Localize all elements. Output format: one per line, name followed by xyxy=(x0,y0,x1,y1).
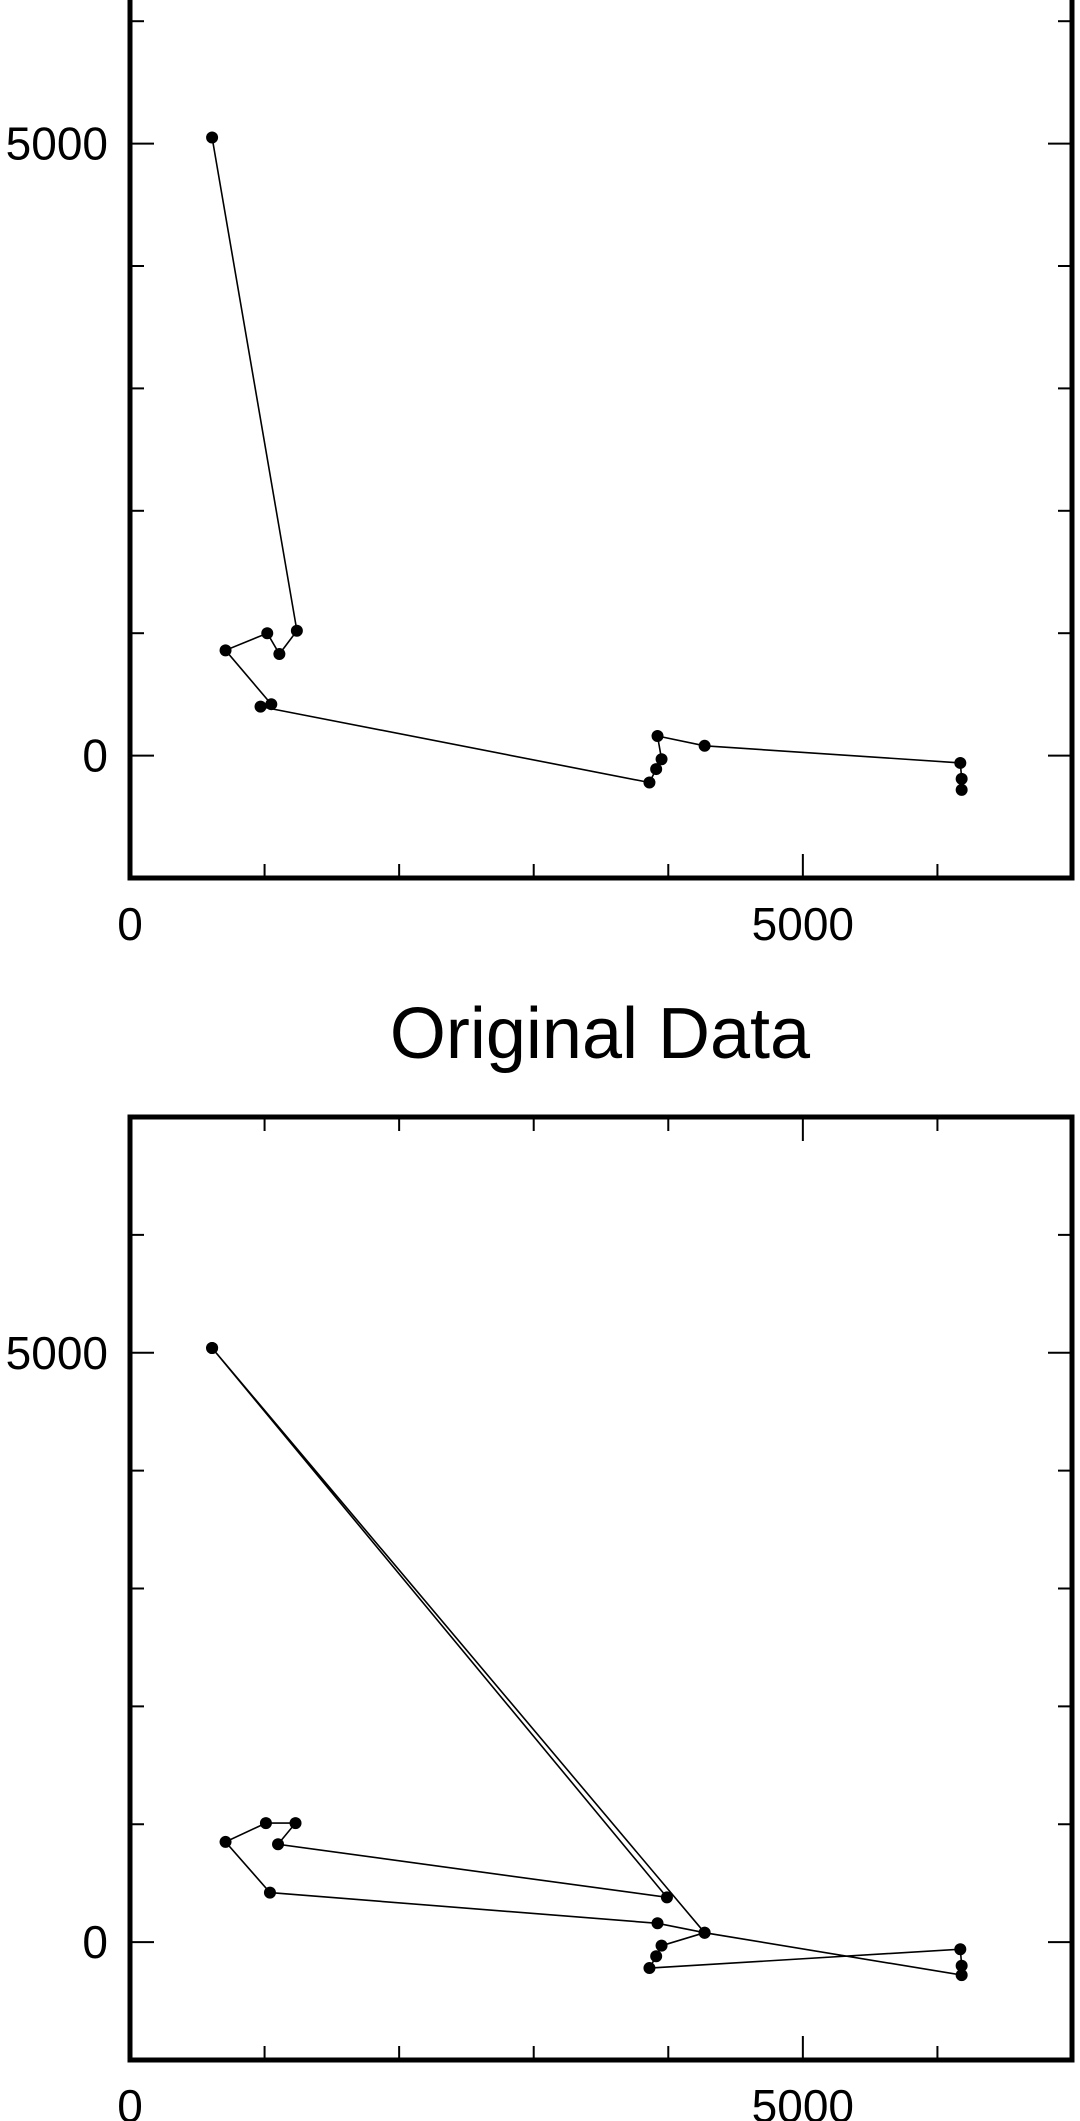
chart-top-data-point xyxy=(698,739,711,752)
chart-bottom-data-point xyxy=(955,1969,968,1982)
chart-bottom-data-point xyxy=(660,1891,673,1904)
chart-top-data-point xyxy=(261,627,274,640)
chart-bottom-title: Original Data xyxy=(390,994,811,1074)
chart-bottom-data-point xyxy=(289,1817,302,1830)
chart-bottom-x-tick-label: 5000 xyxy=(752,2080,854,2121)
chart-bottom-data-point xyxy=(698,1926,711,1939)
chart-top-data-point xyxy=(651,730,664,743)
chart-bottom-data-point xyxy=(206,1342,219,1355)
chart-top-data-point xyxy=(254,700,267,713)
chart-top-data-point xyxy=(219,644,232,657)
chart-bottom-data-point xyxy=(650,1950,663,1963)
chart-top-data-point xyxy=(955,772,968,785)
chart-top-data-point xyxy=(265,698,278,711)
chart-bottom-data-point xyxy=(259,1817,272,1830)
chart-bottom-data-point xyxy=(643,1962,656,1975)
chart-top-data-point xyxy=(955,783,968,796)
chart-bottom-data-point xyxy=(954,1943,967,1956)
chart-bottom-data-point xyxy=(955,1959,968,1972)
chart-bottom-data-point xyxy=(272,1838,285,1851)
chart-top-frame xyxy=(127,0,1075,881)
chart-top-x-tick-label: 5000 xyxy=(752,898,854,950)
chart-top-data-point xyxy=(273,648,286,661)
chart-top-data-point xyxy=(206,131,219,144)
chart-top: 0 5000 0 5000 xyxy=(6,0,1075,950)
chart-top-data-point xyxy=(655,753,668,766)
chart-top-x-tick-label: 0 xyxy=(117,898,143,950)
chart-top-data-point xyxy=(643,776,656,789)
chart-bottom-data-point xyxy=(655,1939,668,1952)
chart-top-marks: 0 5000 0 5000 xyxy=(6,0,1075,950)
chart-top-y-tick-label: 0 xyxy=(82,730,108,782)
chart-bottom-series-line xyxy=(211,1347,963,1977)
chart-top-data-point xyxy=(650,763,663,776)
chart-bottom-marks: 0 5000 0 5000 xyxy=(6,1114,1075,2121)
chart-top-y-tick-label: 5000 xyxy=(6,118,108,170)
chart-bottom: Original Data 0 5000 0 5000 xyxy=(6,994,1075,2121)
chart-bottom-y-tick-label: 0 xyxy=(82,1916,108,1968)
chart-bottom-data-point xyxy=(651,1917,664,1930)
chart-top-data-point xyxy=(290,624,303,637)
chart-top-series-line xyxy=(211,137,963,790)
chart-bottom-data-point xyxy=(263,1886,276,1899)
chart-bottom-data-point xyxy=(219,1835,232,1848)
chart-bottom-x-tick-label: 0 xyxy=(117,2080,143,2121)
chart-top-data-point xyxy=(954,756,967,769)
chart-bottom-y-tick-label: 5000 xyxy=(6,1327,108,1379)
